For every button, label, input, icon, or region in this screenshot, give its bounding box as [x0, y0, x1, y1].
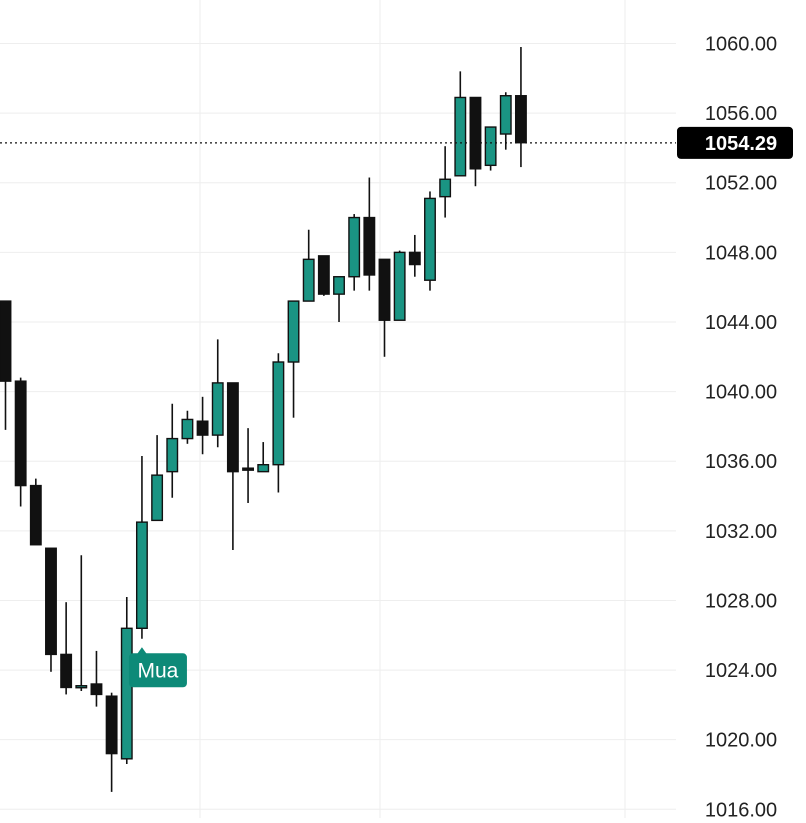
- candle[interactable]: [393, 250, 406, 321]
- candle-body-up: [75, 685, 88, 689]
- candle-body-up: [499, 95, 512, 135]
- candle[interactable]: [242, 428, 255, 503]
- y-tick-label: 1032.00: [705, 521, 777, 543]
- last-price-badge-box: [677, 126, 793, 159]
- candle-layer: [0, 46, 527, 792]
- candle[interactable]: [196, 396, 209, 455]
- candle-body-down: [60, 653, 73, 689]
- candle-body-down: [29, 484, 42, 546]
- candle-body-up: [439, 178, 452, 198]
- candle[interactable]: [424, 191, 436, 291]
- candle[interactable]: [454, 71, 467, 177]
- price-axis[interactable]: 1060.00 1056.00 1052.00 1048.00 1044.00 1040.…: [705, 34, 777, 822]
- candle[interactable]: [484, 126, 497, 171]
- candle[interactable]: [14, 377, 27, 507]
- candle-body-up: [257, 463, 270, 473]
- candle-body-down: [317, 255, 330, 295]
- buy-annotation[interactable]: Mua: [128, 647, 187, 688]
- candle-body-up: [333, 276, 345, 295]
- y-tick-label: 1016.00: [705, 799, 777, 818]
- candle-body-up: [393, 251, 406, 321]
- candle[interactable]: [514, 46, 527, 168]
- candle-body-up: [151, 474, 164, 522]
- candle[interactable]: [135, 455, 148, 639]
- candle-body-down: [408, 251, 421, 266]
- candle[interactable]: [333, 276, 345, 322]
- candle[interactable]: [120, 596, 133, 765]
- candle[interactable]: [378, 258, 391, 357]
- candle-body-down: [226, 382, 239, 473]
- candle-body-down: [45, 547, 57, 656]
- candle-body-up: [120, 627, 133, 760]
- candle-body-down: [514, 95, 527, 144]
- candle[interactable]: [287, 300, 300, 418]
- y-tick-label: 1020.00: [705, 730, 777, 752]
- candle-body-up: [484, 126, 497, 167]
- candle[interactable]: [0, 300, 12, 430]
- candle-body-down: [378, 258, 391, 321]
- annotation-box: [128, 653, 187, 688]
- candle-body-up: [424, 197, 436, 281]
- candle-body-up: [135, 521, 148, 629]
- candle-body-up: [272, 361, 285, 466]
- candle[interactable]: [363, 177, 376, 291]
- candle-body-down: [105, 695, 118, 755]
- y-tick-label: 1040.00: [705, 382, 777, 404]
- candle[interactable]: [317, 255, 330, 296]
- candle[interactable]: [408, 234, 421, 277]
- y-tick-label: 1056.00: [705, 103, 777, 125]
- y-tick-label: 1044.00: [705, 312, 777, 334]
- y-tick-label: 1048.00: [705, 242, 777, 264]
- candle-body-up: [287, 300, 300, 363]
- candle[interactable]: [226, 382, 239, 550]
- candle[interactable]: [166, 403, 179, 498]
- candle[interactable]: [60, 602, 73, 695]
- last-price-value: 1054.29: [705, 133, 777, 155]
- y-tick-label: 1036.00: [705, 451, 777, 473]
- candle-body-down: [14, 380, 27, 487]
- candle[interactable]: [90, 650, 103, 707]
- candle-body-up: [454, 96, 467, 177]
- candle[interactable]: [45, 547, 57, 672]
- candle-body-down: [469, 96, 482, 170]
- candle[interactable]: [302, 229, 315, 302]
- y-tick-label: 1060.00: [705, 34, 777, 56]
- candle[interactable]: [29, 478, 42, 546]
- annotation-pointer: [136, 647, 147, 655]
- candle-body-up: [302, 258, 315, 302]
- candle[interactable]: [499, 92, 512, 150]
- candle[interactable]: [181, 410, 194, 444]
- candle-body-up: [166, 437, 179, 473]
- grid-layer: [0, 0, 676, 818]
- candle-body-up: [211, 382, 224, 436]
- candle[interactable]: [75, 555, 88, 691]
- y-tick-label: 1024.00: [705, 660, 777, 682]
- candle[interactable]: [257, 442, 270, 473]
- last-price-badge: 1054.29: [677, 126, 793, 159]
- candle-body-down: [90, 683, 103, 696]
- candle-body-down: [0, 300, 12, 382]
- candle[interactable]: [469, 96, 482, 187]
- candle-body-down: [196, 420, 209, 436]
- candle[interactable]: [272, 353, 285, 493]
- y-tick-label: 1052.00: [705, 173, 777, 195]
- candle[interactable]: [211, 339, 224, 448]
- annotation-label: Mua: [138, 659, 179, 682]
- overlay-layer: Mua: [0, 142, 676, 688]
- candle-body-up: [348, 216, 361, 278]
- candle[interactable]: [105, 692, 118, 792]
- y-tick-label: 1028.00: [705, 590, 777, 612]
- candle-body-down: [242, 467, 255, 471]
- candle[interactable]: [151, 435, 164, 522]
- candle[interactable]: [439, 146, 452, 218]
- candle-body-down: [363, 216, 376, 276]
- candle-body-up: [181, 418, 194, 440]
- candle[interactable]: [348, 214, 361, 291]
